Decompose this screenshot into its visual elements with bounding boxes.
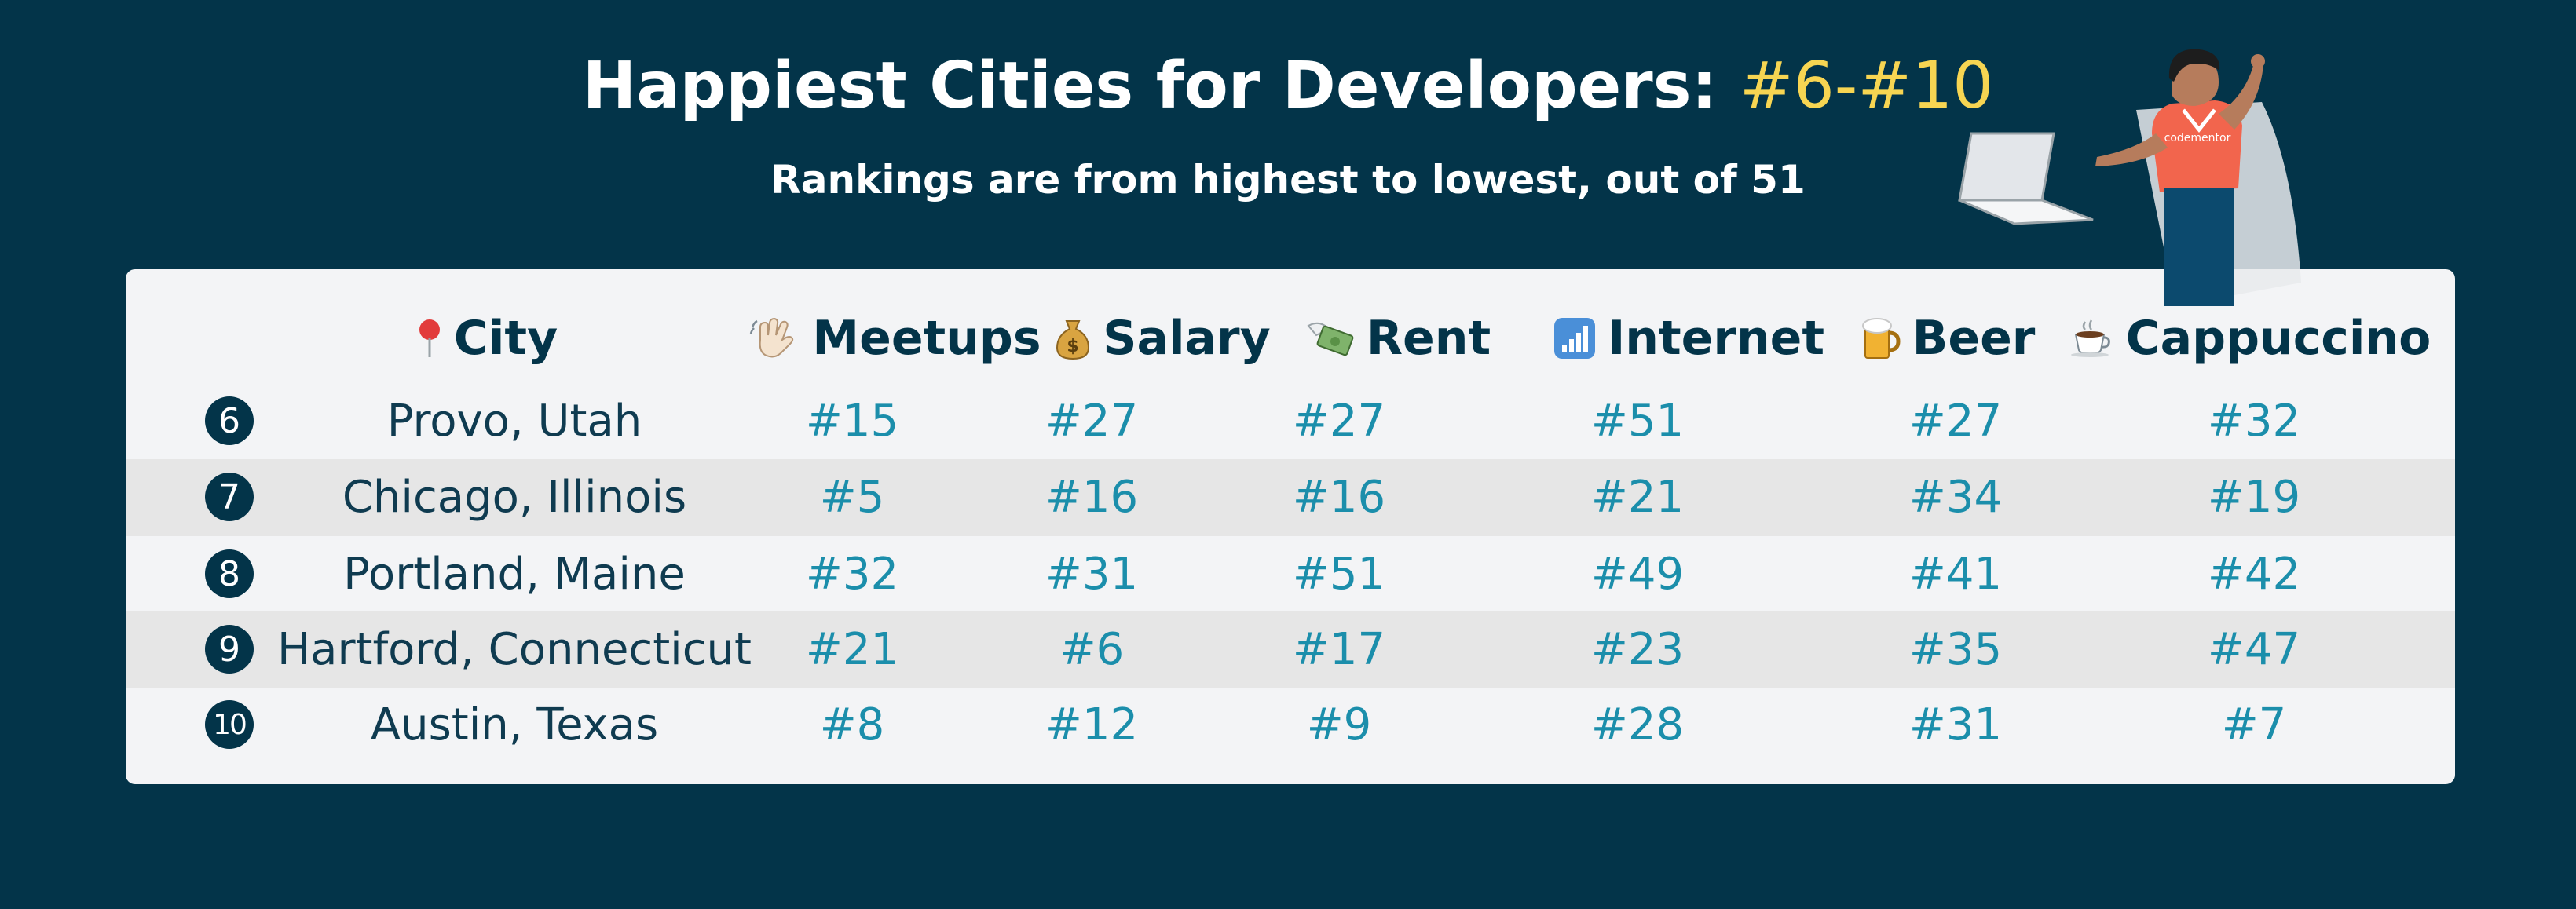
column-header-label: Rent: [1366, 311, 1491, 366]
cappuccino-rank: #47: [2207, 623, 2301, 675]
meetups-rank: #21: [805, 623, 899, 675]
svg-text:$: $: [1067, 337, 1079, 356]
column-header-salary: $ Salary: [1005, 307, 1319, 370]
column-header-rent: Rent: [1241, 307, 1555, 370]
coffee-cup-icon: [2069, 319, 2115, 358]
column-header-label: Cappuccino: [2125, 311, 2431, 366]
internet-rank: #51: [1590, 395, 1685, 447]
meetups-rank: #32: [805, 548, 899, 600]
city-name: Chicago, Illinois: [342, 471, 687, 523]
salary-rank: #27: [1045, 395, 1139, 447]
rent-rank: #17: [1292, 623, 1386, 675]
rent-rank: #27: [1292, 395, 1386, 447]
rent-rank: #9: [1306, 699, 1372, 750]
meetups-rank: #5: [819, 471, 885, 523]
column-header-meetups: Meetups: [691, 307, 1100, 370]
beer-rank: #27: [1908, 395, 2003, 447]
salary-rank: #12: [1045, 699, 1139, 750]
beer-rank: #41: [1908, 548, 2003, 600]
column-header-label: City: [453, 311, 558, 366]
page-subtitle: Rankings are from highest to lowest, out…: [770, 157, 1806, 203]
page-title: Happiest Cities for Developers: #6-#10: [0, 49, 2576, 123]
column-header-internet: Internet: [1492, 307, 1885, 370]
beer-rank: #34: [1908, 471, 2003, 523]
developer-illustration: codementor: [1958, 49, 2301, 306]
city-name: Provo, Utah: [386, 395, 642, 447]
salary-rank: #16: [1045, 471, 1139, 523]
meetups-rank: #15: [805, 395, 899, 447]
column-header-label: Beer: [1912, 311, 2036, 366]
column-header-cappuccino: Cappuccino: [2066, 307, 2435, 370]
rank-badge: 6: [205, 396, 254, 445]
pin-icon: [416, 318, 443, 359]
internet-rank: #49: [1590, 548, 1685, 600]
row-stripe: [126, 459, 2455, 536]
column-header-label: Salary: [1103, 311, 1271, 366]
rent-rank: #16: [1292, 471, 1386, 523]
signal-bars-icon: [1553, 316, 1597, 360]
row-stripe: [126, 611, 2455, 688]
cappuccino-rank: #32: [2207, 395, 2301, 447]
internet-rank: #23: [1590, 623, 1685, 675]
rank-badge: 8: [205, 549, 254, 598]
rankings-table: City Meetups $ Salary Rent Internet Beer: [126, 269, 2455, 784]
rank-badge: 9: [205, 625, 254, 674]
rent-rank: #51: [1292, 548, 1386, 600]
city-name: Austin, Texas: [370, 699, 659, 750]
column-header-city: City: [369, 307, 605, 370]
money-wings-icon: [1305, 318, 1356, 359]
title-main: Happiest Cities for Developers:: [582, 49, 1718, 123]
column-header-label: Internet: [1607, 311, 1825, 366]
shirt-text: codementor: [2164, 132, 2231, 144]
beer-rank: #35: [1908, 623, 2003, 675]
rank-badge: 10: [205, 700, 254, 749]
salary-rank: #6: [1059, 623, 1125, 675]
city-name: Hartford, Connecticut: [277, 623, 752, 675]
waving-hand-icon: [749, 316, 801, 360]
beer-rank: #31: [1908, 699, 2003, 750]
money-bag-icon: $: [1054, 316, 1092, 360]
cappuccino-rank: #7: [2221, 699, 2287, 750]
beer-mug-icon: [1861, 316, 1901, 361]
rank-badge: 7: [205, 473, 254, 521]
city-name: Portland, Maine: [343, 548, 686, 600]
internet-rank: #21: [1590, 471, 1685, 523]
cappuccino-rank: #19: [2207, 471, 2301, 523]
meetups-rank: #8: [819, 699, 885, 750]
column-header-beer: Beer: [1814, 307, 2081, 370]
salary-rank: #31: [1045, 548, 1139, 600]
column-header-label: Meetups: [812, 311, 1041, 366]
title-accent: #6-#10: [1739, 49, 1994, 123]
internet-rank: #28: [1590, 699, 1685, 750]
cappuccino-rank: #42: [2207, 548, 2301, 600]
